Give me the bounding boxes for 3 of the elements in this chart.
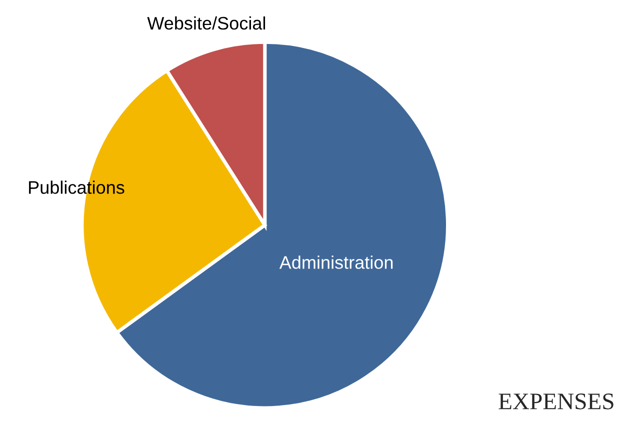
slice-label: Administration bbox=[279, 256, 393, 269]
text: EXPENSES bbox=[498, 394, 614, 410]
slice-label: Website/Social bbox=[147, 16, 266, 30]
